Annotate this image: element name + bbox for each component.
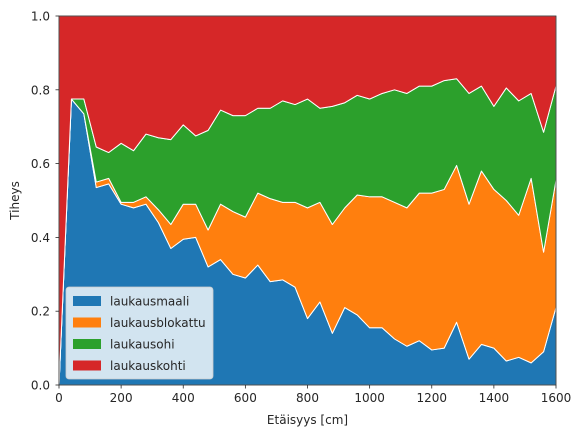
legend-label: laukauskohti: [110, 359, 186, 373]
legend-swatch: [73, 360, 101, 371]
y-tick-label: 0.8: [31, 83, 50, 97]
x-axis-label: Etäisyys [cm]: [267, 413, 348, 427]
legend-swatch: [73, 317, 101, 328]
legend-swatch: [73, 339, 101, 349]
legend-box: [65, 286, 214, 380]
legend-label: laukausblokattu: [110, 316, 206, 330]
legend-label: laukausohi: [110, 338, 175, 352]
x-axis: 0 200 400 600 800 1000 1200 1400 1600: [55, 385, 571, 405]
x-tick-label: 600: [234, 391, 257, 405]
x-tick-label: 800: [296, 391, 319, 405]
x-tick-label: 1000: [354, 391, 385, 405]
x-tick-label: 0: [55, 391, 63, 405]
legend-swatch: [73, 296, 101, 306]
x-tick-label: 1600: [541, 391, 572, 405]
x-tick-label: 400: [172, 391, 195, 405]
y-tick-label: 0.2: [31, 305, 50, 319]
x-tick-label: 1400: [479, 391, 510, 405]
y-tick-label: 0.4: [31, 231, 50, 245]
y-axis: 0.0 0.2 0.4 0.6 0.8 1.0: [31, 10, 59, 393]
y-tick-label: 0.0: [31, 379, 50, 393]
x-tick-label: 1200: [416, 391, 447, 405]
legend-label: laukausmaali: [110, 295, 189, 309]
legend: laukausmaali laukausblokattu laukausohi lau…: [65, 286, 214, 380]
x-tick-label: 200: [110, 391, 133, 405]
y-tick-label: 1.0: [31, 10, 50, 24]
y-axis-label: Tiheys: [8, 181, 22, 221]
y-tick-label: 0.6: [31, 157, 50, 171]
